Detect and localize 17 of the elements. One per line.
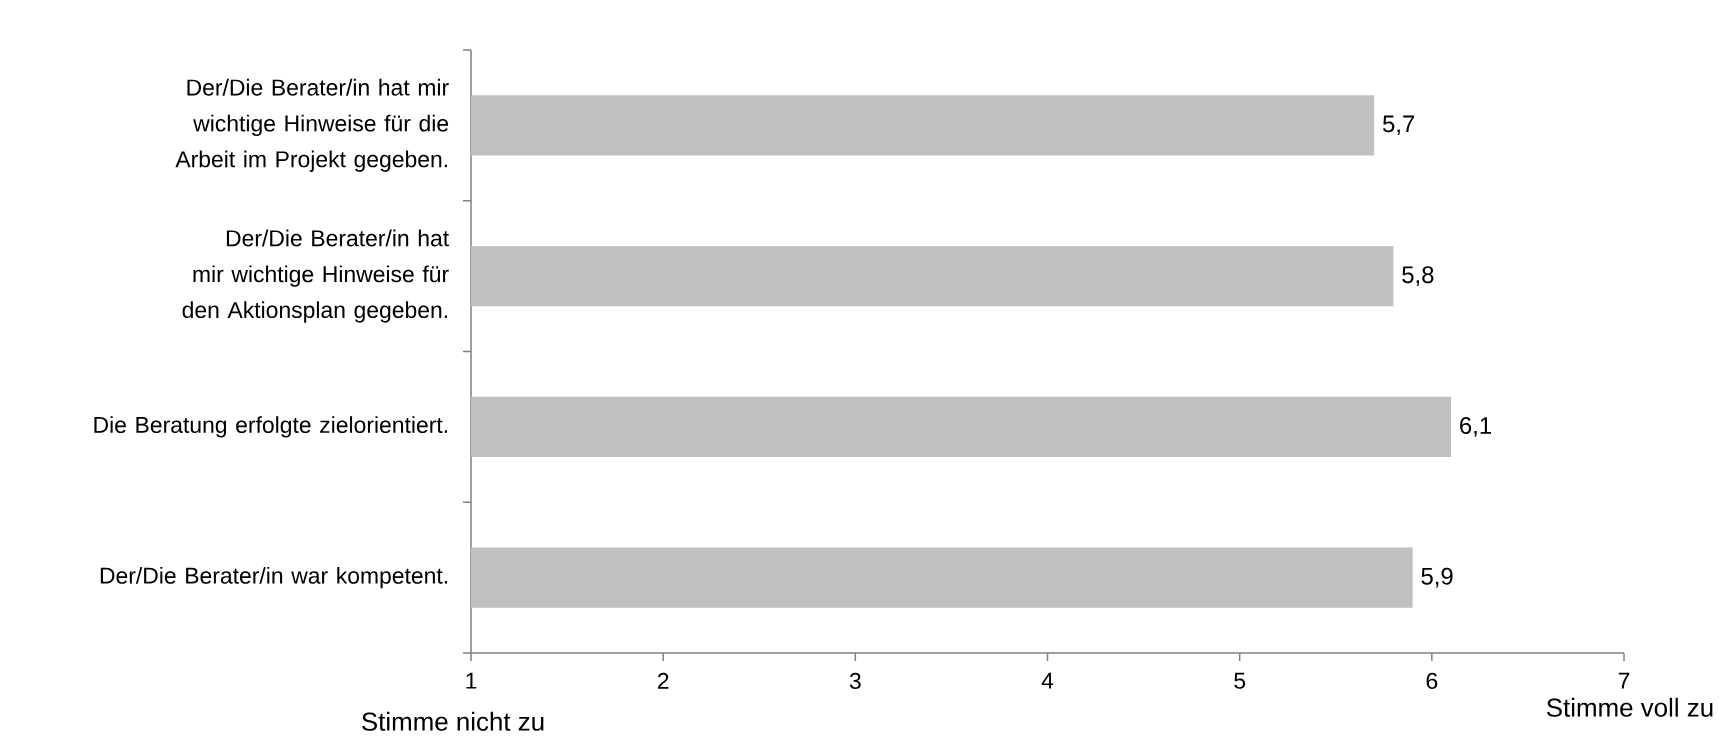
data-label: 5,7 (1382, 115, 1415, 136)
text: Stimme voll zu (1546, 697, 1713, 717)
y-tick-label: Der/Die Berater/in war kompetent. (100, 566, 448, 589)
x-tick-label: 4 (1041, 672, 1054, 689)
y-tick-label: Der/Die Berater/in hat mir wichtige Hinweise für die Arbeit im Projekt gegeben. (175, 78, 449, 172)
x-tick-label: 5 (1234, 672, 1246, 689)
data-label: 6,1 (1460, 417, 1491, 437)
text: Stimme nicht zu (362, 711, 544, 731)
x-tick-label: 6 (1426, 672, 1438, 690)
x-tick-label: 1 (466, 672, 477, 689)
x-tick-label: 3 (849, 672, 861, 690)
data-label: 5,8 (1402, 266, 1434, 286)
y-tick-label: Der/Die Berater/in hat mir wichtige Hinweise für den Aktionsplan gegeben. (182, 229, 449, 323)
x-tick-label: 7 (1618, 672, 1630, 689)
data-label: 5,9 (1421, 567, 1453, 588)
y-tick-label: Die Beratung erfolgte zielorientiert. (94, 416, 448, 438)
x-tick-label: 2 (657, 672, 669, 689)
